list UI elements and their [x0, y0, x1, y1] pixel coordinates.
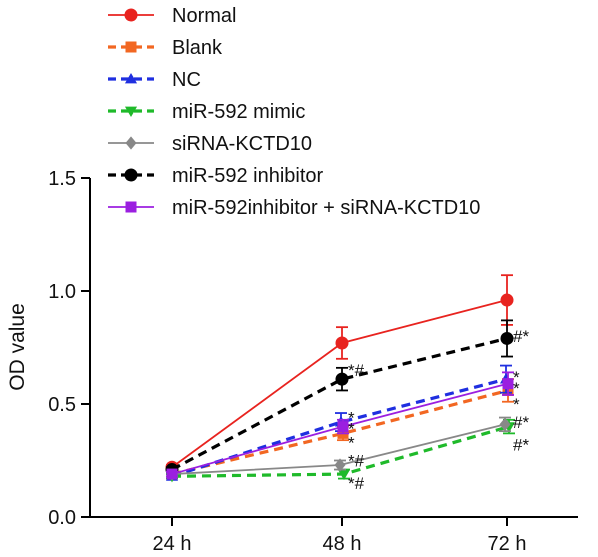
legend-marker — [124, 168, 138, 182]
y-axis-label: OD value — [6, 303, 29, 391]
series-line — [171, 388, 509, 476]
significance-mark: * — [513, 395, 520, 414]
legend-label: miR-592inhibitor + siRNA-KCTD10 — [172, 197, 480, 219]
legend-label: siRNA-KCTD10 — [172, 133, 312, 155]
data-point — [500, 293, 514, 307]
legend-entry: Blank — [108, 37, 223, 59]
data-point — [499, 417, 511, 431]
significance-mark: * — [348, 408, 355, 427]
data-point — [335, 372, 349, 386]
legend: Normal Blank NC miR-592 mimic siRNA-KCTD10 mi… — [108, 5, 480, 219]
legend-marker — [125, 136, 137, 150]
x-ticks: 24 h 48 h 72 h — [153, 517, 527, 555]
y-tick-label: 0.0 — [48, 507, 76, 529]
data-point — [500, 331, 514, 345]
data-point — [335, 336, 349, 350]
significance-annotations: *#****#*##****#*#* — [348, 327, 529, 493]
series-0 — [165, 274, 514, 474]
series-line — [171, 377, 507, 478]
legend-entry: siRNA-KCTD10 — [108, 133, 312, 155]
significance-mark: * — [513, 368, 520, 387]
data-point — [166, 468, 178, 480]
legend-label: NC — [172, 69, 201, 91]
data-point — [502, 378, 514, 390]
legend-entry: NC — [108, 69, 201, 91]
legend-marker — [124, 106, 138, 118]
plot-area — [165, 274, 516, 483]
significance-mark: #* — [513, 413, 529, 432]
significance-mark: #* — [513, 327, 529, 346]
series-6 — [166, 371, 514, 480]
legend-label: miR-592 inhibitor — [172, 165, 324, 187]
legend-label: Normal — [172, 5, 236, 27]
x-tick-label: 24 h — [153, 533, 192, 555]
y-tick-label: 1.5 — [48, 168, 76, 190]
significance-mark: * — [348, 420, 355, 439]
legend-marker — [125, 41, 137, 53]
legend-marker — [124, 8, 138, 22]
data-point — [337, 469, 351, 481]
y-ticks: 0.0 0.5 1.0 1.5 — [48, 168, 90, 529]
legend-label: Blank — [172, 37, 223, 59]
y-tick-label: 0.5 — [48, 394, 76, 416]
legend-label: miR-592 mimic — [172, 101, 305, 123]
legend-entry: Normal — [108, 5, 236, 27]
x-tick-label: 48 h — [323, 533, 362, 555]
significance-mark: *# — [348, 361, 365, 380]
significance-mark: #* — [513, 436, 529, 455]
x-tick-label: 72 h — [488, 533, 527, 555]
data-point — [337, 421, 349, 433]
legend-marker — [125, 201, 137, 213]
y-tick-label: 1.0 — [48, 281, 76, 303]
legend-marker — [124, 72, 138, 84]
axes: OD value — [6, 178, 578, 518]
significance-mark: *# — [348, 451, 365, 470]
significance-mark: *# — [348, 474, 365, 493]
series-line — [171, 336, 508, 471]
legend-entry: miR-592 inhibitor — [108, 165, 324, 187]
legend-entry: miR-592 mimic — [108, 101, 305, 123]
significance-mark: * — [513, 379, 520, 398]
legend-entry: miR-592inhibitor + siRNA-KCTD10 — [108, 197, 480, 219]
significance-mark: * — [348, 433, 355, 452]
data-point — [334, 458, 346, 472]
